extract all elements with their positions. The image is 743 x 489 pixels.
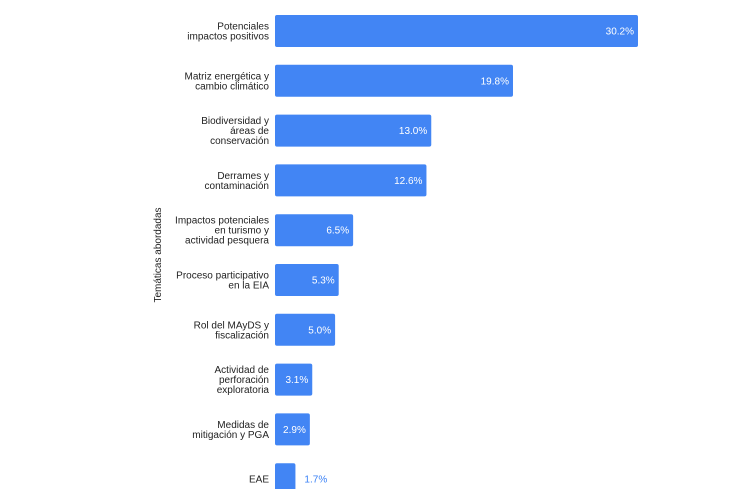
data-label: 3.1% — [285, 375, 308, 386]
data-label: 13.0% — [399, 126, 427, 137]
data-label: 2.9% — [283, 425, 306, 436]
data-label: 30.2% — [606, 27, 634, 38]
category-label: Impactos potenciales en turismo y activida… — [175, 216, 269, 247]
bar — [275, 164, 427, 197]
bar — [275, 363, 313, 396]
category-label: Matriz energética y cambio climático — [185, 71, 270, 92]
bar — [275, 264, 339, 296]
data-label: 6.5% — [326, 226, 349, 237]
category-label: Medidas de mitigación y PGA — [192, 420, 269, 441]
category-label: Potenciales impactos positivos — [187, 22, 269, 43]
bar — [275, 64, 513, 97]
bar — [275, 15, 638, 47]
data-label: 12.6% — [394, 176, 422, 187]
bar — [275, 214, 354, 247]
category-label: Biodiversidad y áreas de conservación — [201, 116, 269, 147]
bar — [275, 313, 336, 346]
data-label: 1.7% — [304, 475, 327, 486]
category-label: Proceso participativo en la EIA — [176, 271, 269, 292]
bar — [275, 413, 310, 446]
category-label: Derrames y contaminación — [205, 171, 269, 192]
bar — [275, 463, 296, 489]
data-label: 19.8% — [481, 76, 509, 87]
y-axis-title: Temáticas abordadas — [153, 207, 164, 302]
category-label: EAE — [249, 475, 269, 486]
category-label: Rol del MAyDS y fiscalización — [194, 320, 269, 341]
data-label: 5.0% — [308, 325, 331, 336]
category-label: Actividad de perforación exploratoria — [215, 365, 270, 396]
bar — [275, 114, 432, 147]
data-label: 5.3% — [312, 276, 335, 287]
